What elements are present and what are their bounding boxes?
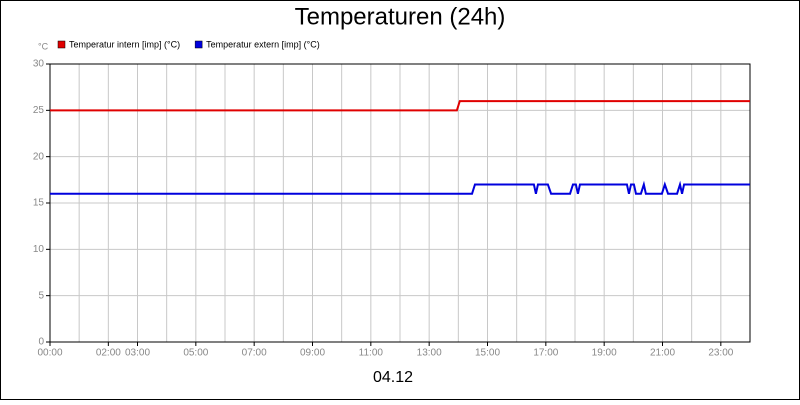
legend-swatch	[57, 40, 66, 49]
y-tick-label: 30	[33, 59, 45, 70]
x-tick-label: 11:00	[359, 348, 384, 359]
legend-swatch	[194, 40, 203, 49]
line	[50, 100, 750, 112]
x-tick-label: 02:00	[96, 348, 121, 359]
x-label: 04.12	[373, 369, 413, 386]
y-tick-label: 20	[33, 151, 45, 162]
x-tick-label: 09:00	[300, 348, 325, 359]
y-tick-label: 0	[38, 337, 44, 348]
x-tick-label: 00:00	[37, 348, 62, 359]
x-tick-label: 05:00	[183, 348, 208, 359]
plot-area	[49, 63, 751, 343]
x-tick-label: 19:00	[592, 348, 617, 359]
x-tick-label: 23:00	[708, 348, 733, 359]
y-tick-label: 25	[33, 105, 45, 116]
chart-title: Temperaturen (24h)	[295, 3, 506, 30]
y-unit: °C	[38, 41, 49, 51]
x-tick-label: 17:00	[533, 348, 558, 359]
legend-label: Temperatur extern [imp] (°C)	[206, 39, 320, 49]
y-tick-label: 10	[33, 244, 45, 255]
y-tick-label: 5	[38, 290, 44, 301]
x-tick-label: 03:00	[125, 348, 150, 359]
x-tick-label: 13:00	[417, 348, 442, 359]
x-tick-label: 15:00	[475, 348, 500, 359]
x-tick-label: 21:00	[650, 348, 675, 359]
y-tick-label: 15	[33, 198, 45, 209]
legend-label: Temperatur intern [imp] (°C)	[69, 39, 180, 49]
line	[50, 180, 750, 195]
x-tick-label: 07:00	[242, 348, 267, 359]
